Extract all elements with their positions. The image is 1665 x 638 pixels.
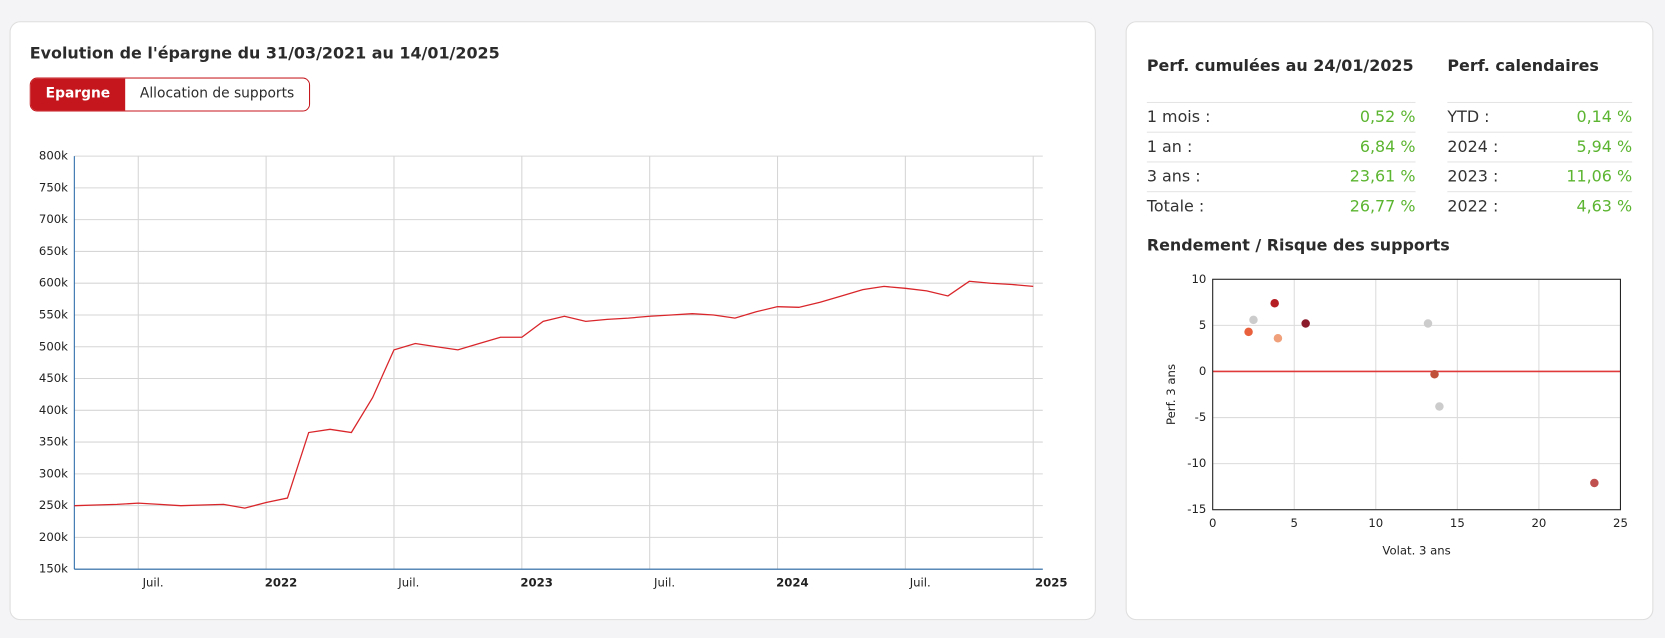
table-title: Perf. calendaires [1447, 56, 1599, 76]
line-series [74, 280, 1034, 509]
x-tick-label: Juil. [909, 575, 931, 589]
tab-group: Epargne Allocation de supports [29, 77, 311, 112]
perf-value: 6,84 % [1359, 136, 1416, 157]
table-row: 2022 : 4,63 % [1447, 191, 1633, 221]
y-tick-label: 150k [39, 562, 68, 576]
scatter-point [1435, 402, 1444, 411]
table-row: 2023 : 11,06 % [1447, 161, 1633, 191]
y-tick-label: 400k [39, 403, 68, 417]
perf-label: 1 mois : [1146, 107, 1211, 127]
x-tick-label: Juil. [653, 575, 675, 589]
perf-label: 1 an : [1146, 136, 1193, 157]
perf-value: 26,77 % [1349, 196, 1416, 216]
y-tick-label: -5 [1195, 410, 1207, 424]
perf-value: 4,63 % [1576, 196, 1633, 216]
y-tick-label: 550k [39, 307, 68, 321]
x-tick-label: 2024 [776, 575, 809, 589]
y-tick-label: 700k [39, 212, 68, 226]
x-tick-label: 2025 [1035, 575, 1068, 589]
chart-title: Evolution de l'épargne du 31/03/2021 au … [29, 43, 500, 63]
perf-label: 2024 : [1447, 136, 1499, 157]
x-tick-label: 25 [1613, 516, 1628, 530]
y-tick-label: 500k [39, 339, 68, 353]
perf-value: 23,61 % [1349, 166, 1416, 186]
scatter-point [1249, 315, 1258, 325]
table-row: 3 ans : 23,61 % [1146, 161, 1416, 191]
perf-label: 2023 : [1447, 166, 1499, 186]
y-tick-label: 650k [39, 244, 68, 258]
x-tick-label: 10 [1368, 516, 1383, 530]
x-tick-label: 15 [1450, 516, 1465, 530]
perf-table: 1 mois : 0,52 % 1 an : 6,84 % 3 ans : 23,61 %… [1146, 101, 1416, 221]
x-tick-label: 2022 [265, 575, 298, 589]
savings-card [9, 21, 1096, 621]
perf-label: 2022 : [1447, 196, 1499, 216]
scatter-point [1270, 298, 1279, 308]
scatter-point [1273, 334, 1283, 343]
x-tick-label: 20 [1531, 516, 1546, 530]
table-row: Totale : 26,77 % [1146, 191, 1416, 221]
table-title: Perf. cumulées au 24/01/2025 [1146, 56, 1414, 76]
scatter-point [1301, 319, 1310, 328]
x-tick-label: 0 [1209, 516, 1216, 530]
perf-value: 0,14 % [1576, 107, 1633, 127]
plot-frame [1212, 278, 1621, 511]
perf-value: 0,52 % [1359, 107, 1416, 127]
x-tick-label: 2023 [520, 575, 553, 589]
y-tick-label: 350k [39, 435, 68, 449]
x-tick-label: 5 [1291, 516, 1298, 530]
scatter-point [1430, 369, 1439, 379]
y-tick-label: 450k [39, 371, 68, 385]
tab[interactable]: Epargne [30, 78, 126, 111]
perf-value: 11,06 % [1566, 166, 1633, 186]
table-row: 1 mois : 0,52 % [1146, 101, 1416, 132]
scatter-title: Rendement / Risque des supports [1146, 235, 1450, 255]
perf-value: 5,94 % [1576, 136, 1633, 157]
y-tick-label: 5 [1199, 318, 1206, 332]
perf-label: 3 ans : [1146, 166, 1201, 186]
y-tick-label: 250k [39, 498, 68, 512]
scatter-point [1244, 327, 1253, 337]
y-tick-label: 800k [39, 149, 68, 163]
x-tick-label: Juil. [397, 575, 419, 589]
x-tick-label: Juil. [142, 575, 164, 589]
performance-card [1125, 21, 1654, 621]
y-axis-label: Perf. 3 ans [1164, 364, 1178, 425]
table-row: YTD : 0,14 % [1447, 101, 1633, 132]
table-row: 2024 : 5,94 % [1447, 131, 1633, 162]
perf-table: YTD : 0,14 % 2024 : 5,94 % 2023 : 11,06 % 2022… [1447, 101, 1633, 221]
y-tick-label: -15 [1187, 502, 1206, 516]
y-tick-label: 600k [39, 276, 68, 290]
perf-label: YTD : [1447, 107, 1490, 127]
y-tick-label: 750k [39, 180, 68, 194]
y-tick-label: 200k [39, 530, 68, 544]
y-tick-label: 10 [1191, 272, 1206, 286]
perf-label: Totale : [1146, 196, 1205, 216]
y-tick-label: 0 [1199, 364, 1206, 378]
table-row: 1 an : 6,84 % [1146, 131, 1416, 162]
y-tick-label: -10 [1187, 456, 1206, 470]
x-axis-label: Volat. 3 ans [1382, 544, 1450, 558]
y-tick-label: 300k [39, 466, 68, 480]
scatter-point [1423, 319, 1433, 328]
scatter-point [1590, 478, 1599, 488]
tab[interactable]: Allocation de supports [125, 78, 310, 111]
